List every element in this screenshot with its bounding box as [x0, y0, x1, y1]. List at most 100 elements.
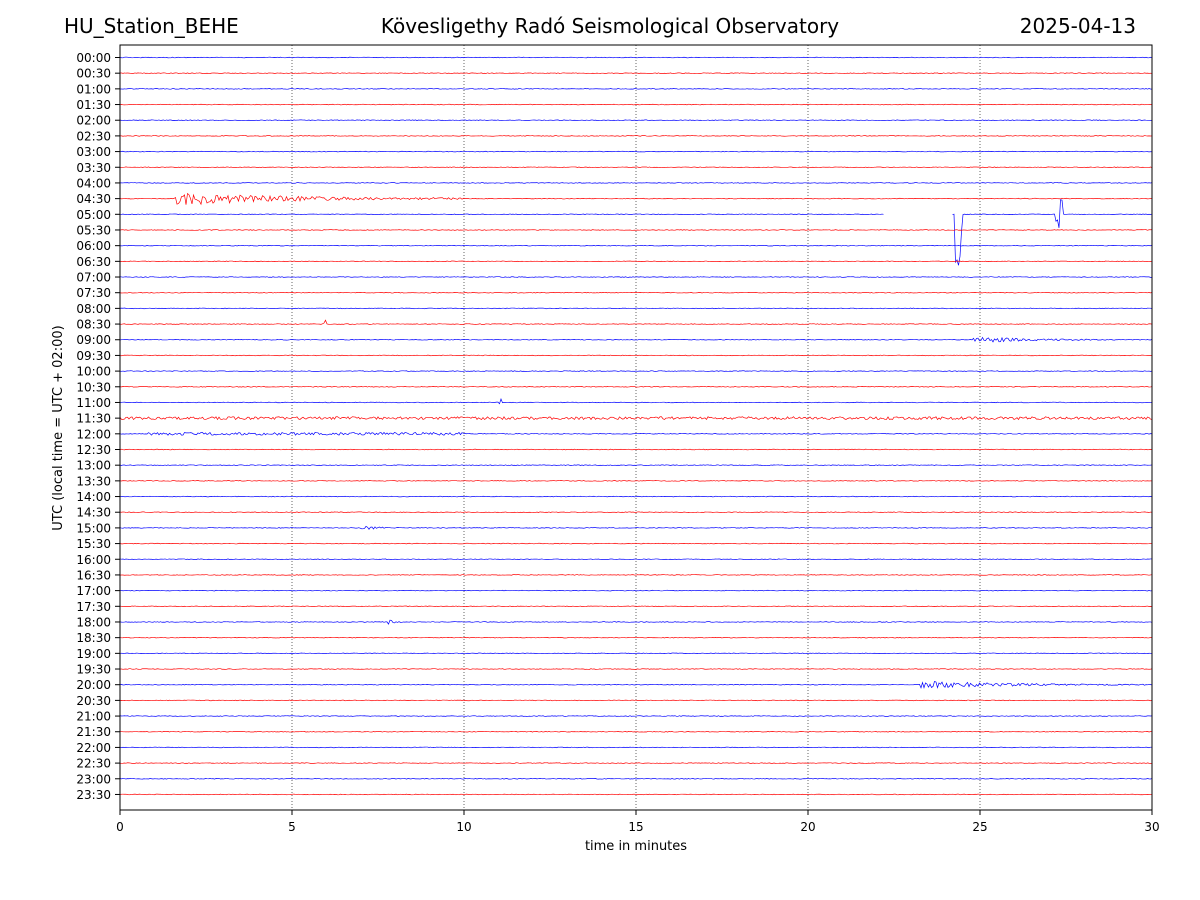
row-label: 00:00	[76, 51, 111, 65]
row-label: 17:00	[76, 584, 111, 598]
trace-1500	[119, 525, 1153, 530]
row-label: 07:00	[76, 271, 111, 285]
row-label: 11:00	[76, 396, 111, 410]
trace-2300	[119, 778, 1153, 780]
row-label: 13:00	[76, 459, 111, 473]
trace-0530	[119, 229, 1152, 231]
trace-1200	[119, 431, 1153, 436]
trace-0230	[119, 135, 1153, 137]
row-label: 10:30	[76, 380, 111, 394]
row-label: 00:30	[76, 67, 111, 81]
trace-1030	[119, 386, 1153, 388]
row-label: 09:00	[76, 333, 111, 347]
vertical-gridlines	[291, 45, 981, 810]
row-label: 21:30	[76, 725, 111, 739]
row-label: 15:00	[76, 521, 111, 535]
y-axis-label: UTC (local time = UTC + 02:00)	[51, 325, 66, 530]
x-tick-label: 10	[456, 820, 471, 834]
trace-2230	[119, 762, 1153, 764]
trace-1930	[119, 668, 1153, 670]
trace-1530	[119, 542, 1153, 545]
row-label: 20:00	[76, 678, 111, 692]
x-axis-ticks: 0 5 10 15 20 25 30	[116, 810, 1160, 834]
trace-0800	[119, 307, 1153, 310]
row-label: 06:30	[76, 255, 111, 269]
row-label: 14:30	[76, 506, 111, 520]
trace-1630	[119, 574, 1153, 576]
trace-0000	[119, 56, 1153, 59]
trace-0600	[119, 244, 1153, 247]
row-label: 04:30	[76, 192, 111, 206]
trace-0930	[119, 354, 1153, 357]
row-label: 17:30	[76, 600, 111, 614]
trace-0700	[119, 276, 1153, 278]
x-tick-label: 5	[288, 820, 296, 834]
row-label: 01:30	[76, 98, 111, 112]
row-label: 08:00	[76, 302, 111, 316]
trace-0830	[119, 319, 1153, 325]
trace-2000	[119, 681, 1153, 689]
row-label: 02:30	[76, 129, 111, 143]
trace-0730	[119, 291, 1153, 294]
x-tick-label: 30	[1144, 820, 1159, 834]
row-label: 23:00	[76, 772, 111, 786]
row-label: 04:00	[76, 176, 111, 190]
x-tick-label: 20	[800, 820, 815, 834]
x-axis-label: time in minutes	[585, 839, 687, 854]
trace-0030	[119, 72, 1153, 74]
trace-1100	[119, 397, 1153, 405]
trace-0500	[119, 199, 1153, 266]
row-label: 03:30	[76, 161, 111, 175]
row-label: 14:00	[76, 490, 111, 504]
trace-0330	[119, 166, 1153, 168]
trace-0400	[119, 182, 1153, 184]
trace-1300	[119, 464, 1153, 466]
trace-1400	[119, 495, 1153, 498]
trace-2100	[119, 715, 1153, 717]
row-label: 16:00	[76, 553, 111, 567]
trace-1000	[119, 370, 1153, 372]
row-label: 21:00	[76, 710, 111, 724]
trace-rows	[119, 56, 1153, 796]
record-date: 2025-04-13	[1019, 14, 1136, 38]
trace-0100	[119, 88, 1153, 90]
trace-1230	[119, 448, 1153, 451]
row-label: 08:30	[76, 318, 111, 332]
trace-1330	[119, 480, 1153, 482]
station-name: HU_Station_BEHE	[64, 14, 239, 38]
trace-1830	[119, 636, 1153, 639]
row-label: 10:00	[76, 365, 111, 379]
row-label: 22:00	[76, 741, 111, 755]
trace-1700	[119, 589, 1153, 592]
chart-title: Kövesligethy Radó Seismological Observat…	[380, 14, 840, 38]
row-label: 16:30	[76, 568, 111, 582]
row-label: 09:30	[76, 349, 111, 363]
x-tick-label: 0	[116, 820, 124, 834]
trace-1430	[119, 511, 1153, 513]
x-tick-label: 25	[972, 820, 987, 834]
trace-1800	[119, 619, 1153, 625]
row-label: 22:30	[76, 757, 111, 771]
trace-2030	[119, 699, 1153, 702]
row-label: 03:00	[76, 145, 111, 159]
trace-0900	[119, 336, 1153, 343]
trace-0130	[119, 103, 1153, 106]
row-label: 05:00	[76, 208, 111, 222]
row-label: 19:30	[76, 663, 111, 677]
row-label: 12:00	[76, 427, 111, 441]
row-label: 19:00	[76, 647, 111, 661]
trace-2330	[119, 793, 1153, 796]
row-label: 13:30	[76, 474, 111, 488]
trace-0300	[119, 150, 1153, 153]
trace-1730	[119, 605, 1153, 608]
trace-2200	[119, 746, 1153, 749]
plot-frame	[119, 44, 1153, 811]
trace-1130	[119, 416, 1153, 421]
row-label: 15:30	[76, 537, 111, 551]
x-tick-label: 15	[628, 820, 643, 834]
row-label: 12:30	[76, 443, 111, 457]
row-label: 02:00	[76, 114, 111, 128]
row-label: 11:30	[76, 412, 111, 426]
